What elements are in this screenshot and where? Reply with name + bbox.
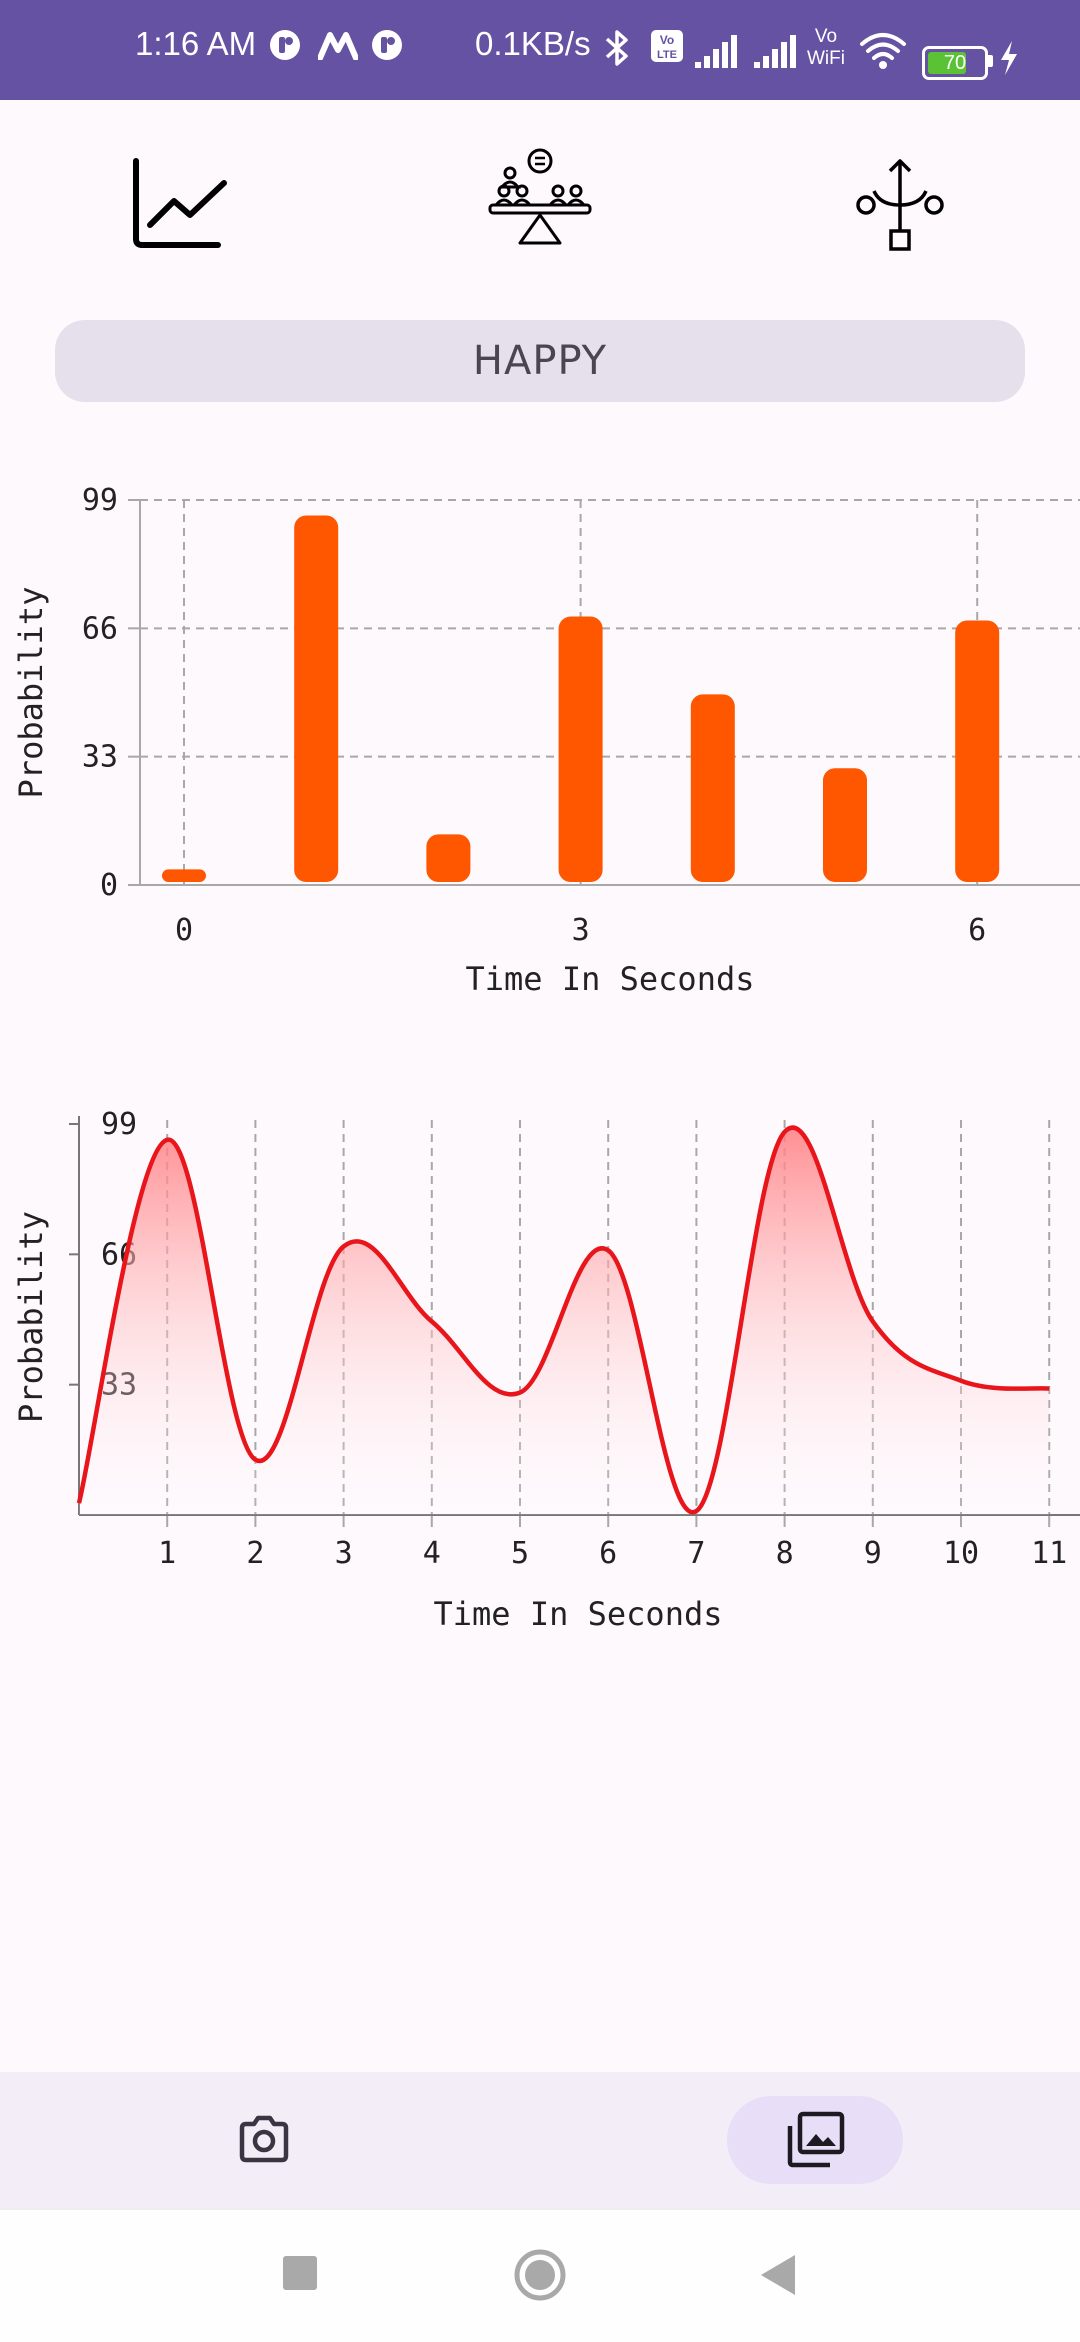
area-x-axis-label: Time In Seconds bbox=[434, 1595, 723, 1633]
back-button[interactable] bbox=[757, 2252, 797, 2298]
photo-library-icon bbox=[784, 2110, 846, 2170]
bar-y-axis-label: Probability bbox=[12, 587, 50, 799]
recent-apps-button[interactable] bbox=[283, 2256, 317, 2290]
area-chart: 1234567891011336699Time In SecondsProbab… bbox=[0, 1095, 1080, 1665]
network-tab-button[interactable] bbox=[840, 143, 960, 263]
bar-y-tick-label: 0 bbox=[100, 868, 118, 903]
svg-text:Vo: Vo bbox=[660, 33, 674, 47]
battery-cap bbox=[988, 55, 993, 67]
emotion-label-pill: HAPPY bbox=[55, 320, 1025, 402]
area-x-tick-label: 6 bbox=[599, 1536, 617, 1571]
area-x-tick-label: 4 bbox=[423, 1536, 441, 1571]
wifi-icon bbox=[858, 30, 908, 70]
bar-3 bbox=[559, 617, 603, 882]
emotion-balance-tab-button[interactable] bbox=[480, 143, 600, 263]
signal-strength-icon-2 bbox=[752, 32, 802, 70]
bar-0 bbox=[162, 869, 206, 882]
bar-x-tick-label: 6 bbox=[968, 913, 986, 948]
bar-chart: 0 33 66 99 0 3 6 Time In Seconds Probability bbox=[0, 470, 1080, 1030]
area-x-tick-label: 2 bbox=[246, 1536, 264, 1571]
camera-nav-button[interactable] bbox=[176, 2096, 352, 2184]
bar-1 bbox=[294, 515, 338, 882]
vowifi-icon: Vo WiFi bbox=[806, 22, 846, 72]
battery-icon: 70 bbox=[922, 46, 988, 80]
signal-strength-icon bbox=[693, 32, 743, 70]
area-y-tick-label: 99 bbox=[101, 1107, 137, 1142]
balance-people-icon bbox=[480, 143, 600, 263]
bar-y-tick-label: 99 bbox=[82, 483, 118, 518]
branch-network-icon bbox=[840, 143, 960, 263]
volte-icon: Vo LTE bbox=[650, 28, 684, 64]
area-x-tick-label: 8 bbox=[776, 1536, 794, 1571]
system-navigation-bar bbox=[0, 2208, 1080, 2342]
bar-4 bbox=[691, 694, 735, 882]
camera-icon bbox=[236, 2112, 292, 2168]
bluetooth-icon bbox=[602, 28, 632, 68]
app-notification-icon-2 bbox=[370, 28, 404, 62]
area-y-axis-label: Probability bbox=[12, 1211, 50, 1423]
area-x-tick-label: 3 bbox=[335, 1536, 353, 1571]
status-time: 1:16 AM bbox=[135, 22, 256, 66]
bar-x-tick-label: 3 bbox=[572, 913, 590, 948]
bar-2 bbox=[426, 834, 470, 882]
app-notification-icon bbox=[268, 28, 302, 62]
bottom-navigation bbox=[0, 2072, 1080, 2208]
area-x-tick-label: 9 bbox=[864, 1536, 882, 1571]
area-x-tick-label: 1 bbox=[158, 1536, 176, 1571]
charging-icon bbox=[998, 40, 1020, 76]
line-chart-tab-button[interactable] bbox=[120, 143, 240, 263]
svg-text:LTE: LTE bbox=[657, 49, 677, 61]
svg-text:WiFi: WiFi bbox=[807, 48, 845, 69]
area-x-tick-label: 10 bbox=[943, 1536, 979, 1571]
gallery-nav-button[interactable] bbox=[727, 2096, 903, 2184]
area-x-tick-label: 11 bbox=[1031, 1536, 1067, 1571]
battery-level: 70 bbox=[925, 49, 985, 77]
bar-x-axis-label: Time In Seconds bbox=[466, 960, 755, 998]
bar-x-tick-label: 0 bbox=[175, 913, 193, 948]
area-fill bbox=[79, 1128, 1049, 1515]
svg-text:Vo: Vo bbox=[815, 26, 837, 47]
m-app-icon bbox=[318, 32, 358, 60]
network-speed: 0.1KB/s bbox=[475, 22, 591, 66]
bar-y-tick-label: 33 bbox=[82, 740, 118, 775]
bar-5 bbox=[823, 768, 867, 882]
status-bar: 1:16 AM 0.1KB/s Vo LTE Vo WiFi 70 bbox=[0, 0, 1080, 100]
area-x-tick-label: 5 bbox=[511, 1536, 529, 1571]
line-chart-icon bbox=[120, 143, 240, 263]
bar-y-tick-label: 66 bbox=[82, 611, 118, 646]
home-button[interactable] bbox=[513, 2248, 567, 2302]
area-x-tick-label: 7 bbox=[687, 1536, 705, 1571]
bar-6 bbox=[955, 620, 999, 882]
